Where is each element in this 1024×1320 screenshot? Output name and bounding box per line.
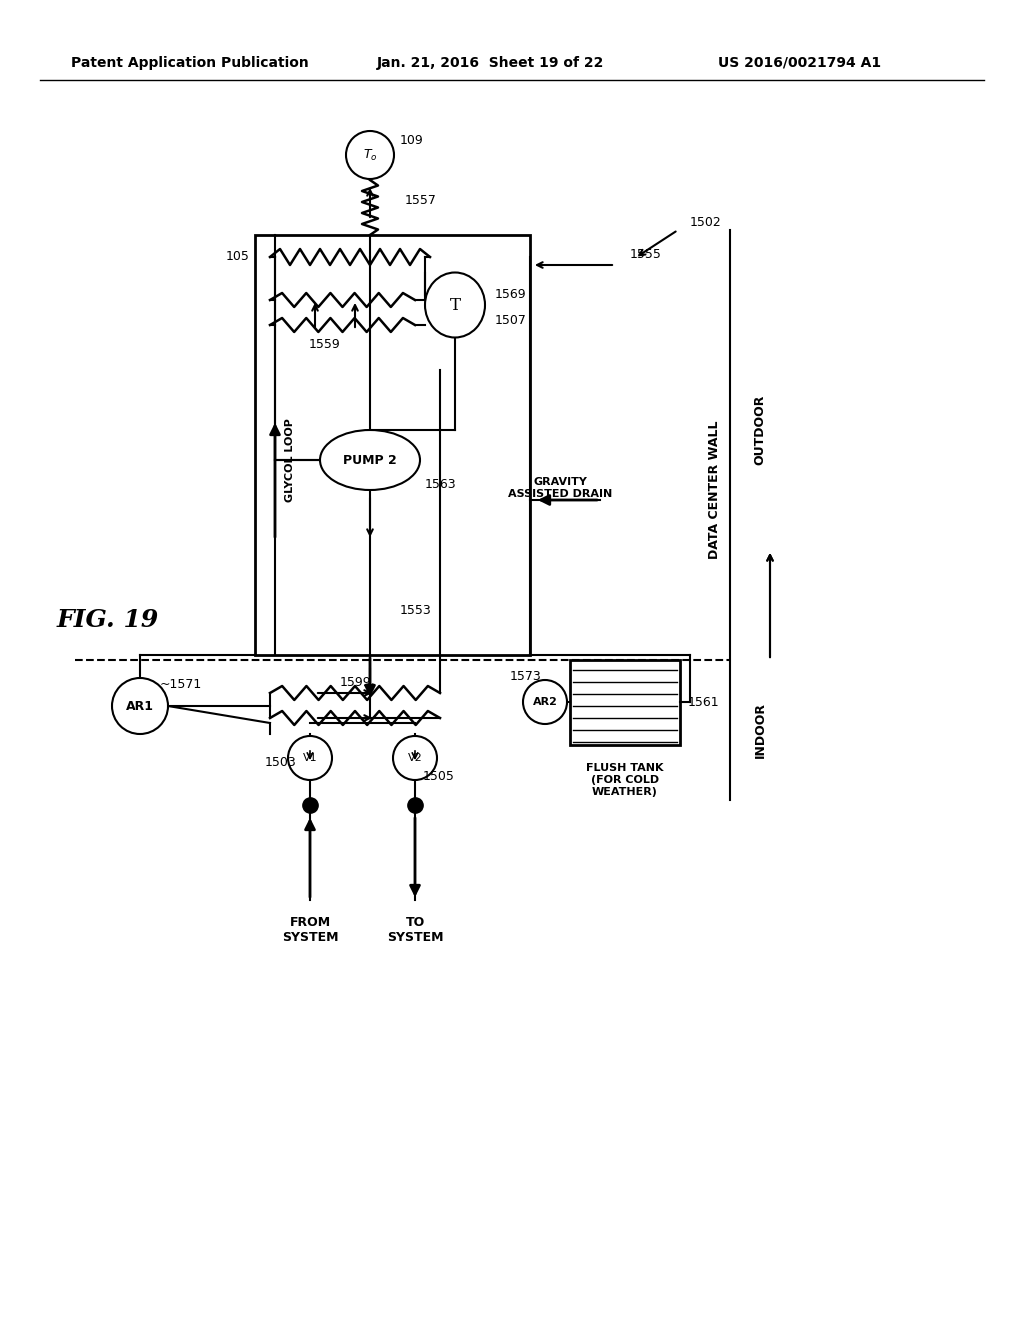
Text: Patent Application Publication: Patent Application Publication [71, 55, 309, 70]
Text: FLUSH TANK
(FOR COLD
WEATHER): FLUSH TANK (FOR COLD WEATHER) [587, 763, 664, 796]
Text: FROM
SYSTEM: FROM SYSTEM [282, 916, 338, 944]
Text: DATA CENTER WALL: DATA CENTER WALL [709, 421, 722, 560]
Text: 1553: 1553 [400, 603, 432, 616]
Text: US 2016/0021794 A1: US 2016/0021794 A1 [719, 55, 882, 70]
Text: GLYCOL LOOP: GLYCOL LOOP [285, 418, 295, 502]
Circle shape [523, 680, 567, 723]
Text: OUTDOOR: OUTDOOR [754, 395, 767, 465]
Text: 1569: 1569 [495, 289, 526, 301]
Text: 1559: 1559 [309, 338, 341, 351]
Text: GRAVITY
ASSISTED DRAIN: GRAVITY ASSISTED DRAIN [508, 478, 612, 499]
Text: 1557: 1557 [406, 194, 437, 206]
Text: T: T [450, 297, 461, 314]
Ellipse shape [425, 272, 485, 338]
Circle shape [346, 131, 394, 180]
Bar [255, 235, 530, 655]
Text: 1507: 1507 [495, 314, 527, 326]
Text: V2: V2 [408, 752, 422, 763]
Text: 1563: 1563 [425, 479, 457, 491]
Circle shape [288, 737, 332, 780]
Text: ~1571: ~1571 [160, 677, 203, 690]
Text: 105: 105 [226, 251, 250, 264]
Circle shape [112, 678, 168, 734]
Text: 109: 109 [400, 133, 424, 147]
Text: 1573: 1573 [510, 671, 542, 684]
Text: PUMP 2: PUMP 2 [343, 454, 397, 466]
Ellipse shape [319, 430, 420, 490]
Text: V1: V1 [303, 752, 317, 763]
Text: Jan. 21, 2016  Sheet 19 of 22: Jan. 21, 2016 Sheet 19 of 22 [376, 55, 604, 70]
Text: 1561: 1561 [688, 696, 720, 709]
Text: FIG. 19: FIG. 19 [57, 609, 159, 632]
Text: 1503: 1503 [265, 756, 297, 770]
Text: 1555: 1555 [630, 248, 662, 261]
Text: 1505: 1505 [423, 770, 455, 783]
Text: AR1: AR1 [126, 700, 154, 713]
Text: AR2: AR2 [532, 697, 557, 708]
Bar [570, 660, 680, 744]
Text: 1599: 1599 [339, 676, 371, 689]
Text: INDOOR: INDOOR [754, 702, 767, 758]
Circle shape [393, 737, 437, 780]
Text: TO
SYSTEM: TO SYSTEM [387, 916, 443, 944]
Text: $T_o$: $T_o$ [362, 148, 377, 162]
Text: 1502: 1502 [690, 215, 722, 228]
